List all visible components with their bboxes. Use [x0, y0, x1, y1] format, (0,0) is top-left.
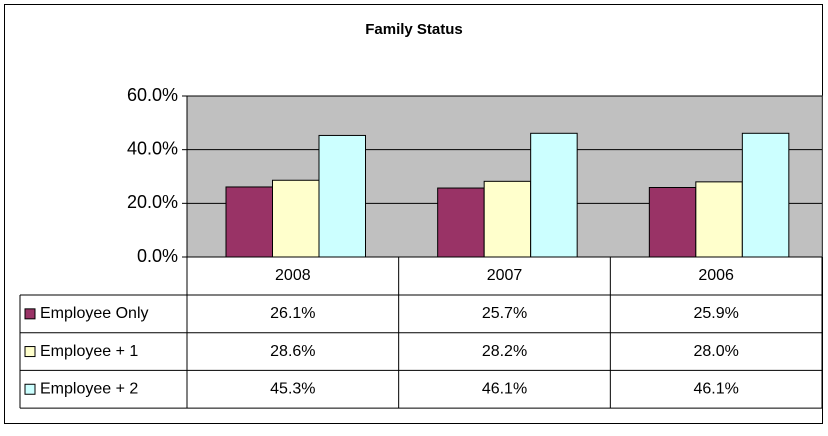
table-value: 46.1%	[693, 380, 738, 397]
y-tick-label: 40.0%	[127, 138, 178, 158]
bar	[318, 134, 366, 258]
x-tick-label: 2007	[487, 267, 523, 284]
y-tick-label: 60.0%	[127, 85, 178, 105]
chart-title: Family Status	[365, 21, 463, 38]
bar	[530, 132, 578, 258]
legend-label: Employee + 2	[40, 380, 138, 397]
y-tick-label: 20.0%	[127, 192, 178, 212]
table-value: 28.2%	[482, 343, 527, 360]
legend-key	[24, 346, 36, 358]
bar	[437, 187, 485, 258]
table-value: 26.1%	[270, 305, 315, 322]
table-value: 28.0%	[693, 343, 738, 360]
table-value: 45.3%	[270, 380, 315, 397]
bar	[272, 179, 320, 258]
table-value: 25.7%	[482, 305, 527, 322]
x-tick-label: 2008	[275, 267, 311, 284]
x-tick-label: 2006	[698, 267, 734, 284]
bar	[648, 187, 697, 258]
legend-key	[24, 383, 36, 395]
bar	[695, 181, 743, 258]
table-value: 25.9%	[693, 305, 738, 322]
bar	[225, 186, 273, 258]
legend-key	[24, 308, 36, 320]
legend-label: Employee Only	[40, 305, 149, 322]
y-tick-label: 0.0%	[137, 246, 178, 266]
bar	[741, 132, 790, 258]
table-value: 28.6%	[270, 343, 315, 360]
legend-label: Employee + 1	[40, 343, 138, 360]
bar	[483, 180, 532, 258]
table-value: 46.1%	[482, 380, 527, 397]
